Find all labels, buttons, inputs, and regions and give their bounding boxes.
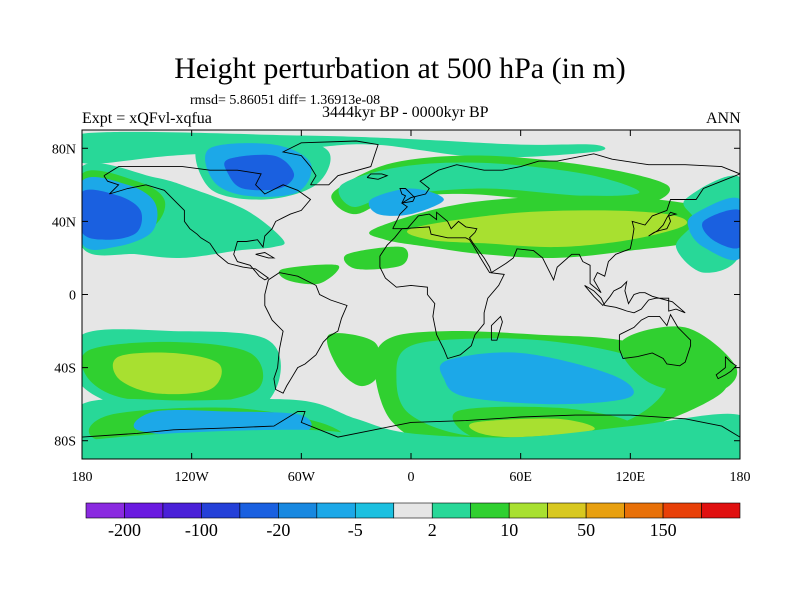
- colorbar-swatch-4: [239, 502, 279, 519]
- coastline-antarctica: [82, 411, 740, 438]
- contour-region-16: [343, 246, 409, 270]
- contour-region-7: [224, 154, 295, 191]
- lon-tick-label-6: 180: [730, 470, 751, 485]
- lon-tick-label-1: 120W: [175, 470, 210, 485]
- contour-region-4: [82, 189, 143, 240]
- contour-region-22: [619, 326, 738, 394]
- map-title: Height perturbation at 500 hPa (in m): [174, 52, 626, 85]
- colorbar-label-5: 10: [500, 520, 518, 540]
- contour-region-9: [338, 162, 640, 208]
- coastline-uk: [399, 188, 416, 204]
- colorbar-swatch-8: [393, 502, 433, 519]
- colorbar-swatch-7: [354, 502, 395, 519]
- contour-region-12: [406, 210, 688, 248]
- coastline-australia: [618, 313, 692, 367]
- colorbar-swatch-10: [470, 502, 510, 519]
- contour-region-29: [82, 429, 740, 454]
- coastline-north-america: [103, 166, 312, 281]
- lon-tick-label-4: 60E: [509, 470, 532, 485]
- colorbar-label-0: -200: [108, 520, 141, 540]
- colorbar-swatch-15: [662, 502, 702, 519]
- colorbar-label-2: -20: [266, 520, 290, 540]
- colorbar-label-7: 150: [650, 520, 677, 540]
- period-label: 3444kyr BP - 0000kyr BP: [322, 104, 489, 121]
- map-area: [82, 130, 740, 459]
- contour-region-31: [278, 264, 340, 285]
- coastlines: [82, 140, 740, 438]
- stats-text: rmsd= 5.86051 diff= 1.36913e-08: [190, 93, 381, 108]
- coastline-africa: [379, 226, 505, 360]
- colorbar-swatch-5: [278, 502, 318, 519]
- colorbar: -200 -100 -20 -5 2 10 50 150: [85, 502, 741, 540]
- coastline-new-zealand: [715, 356, 737, 380]
- colorbar-label-4: 2: [428, 520, 437, 540]
- coastline-madagascar: [490, 315, 503, 341]
- colorbar-swatch-16: [701, 502, 741, 519]
- coastline-indonesia: [584, 280, 686, 314]
- lat-tick-label-4: 80S: [54, 435, 76, 450]
- colorbar-label-6: 50: [577, 520, 595, 540]
- lat-tick-label-3: 40S: [54, 362, 76, 377]
- contour-region-19: [439, 352, 634, 405]
- coastline-greenland: [281, 140, 379, 186]
- contour-fields: [82, 131, 740, 459]
- colorbar-swatch-1: [124, 502, 164, 519]
- coastline-iceland: [366, 173, 389, 180]
- colorbar-swatch-3: [201, 502, 241, 519]
- contour-region-30: [326, 333, 381, 387]
- colorbar-label-3: -5: [348, 520, 363, 540]
- lon-tick-label-3: 0: [408, 470, 415, 485]
- lat-tick-label-0: 80N: [52, 142, 76, 157]
- experiment-label: Expt = xQFvl-xqfua: [82, 110, 212, 127]
- season-label: ANN: [706, 110, 741, 127]
- colorbar-swatch-11: [508, 502, 548, 519]
- colorbar-swatch-12: [547, 502, 587, 519]
- colorbar-swatch-9: [431, 502, 472, 519]
- lon-tick-label-0: 180: [72, 470, 93, 485]
- contour-region-25: [112, 352, 222, 395]
- colorbar-swatch-2: [162, 502, 202, 519]
- map-axes: 180 120W 60W 0 60E 120E 180 80N 40N 0 40S 80S: [52, 130, 751, 485]
- lon-tick-label-2: 60W: [288, 470, 316, 485]
- contour-region-21: [469, 418, 595, 438]
- colorbar-swatch-13: [585, 502, 625, 519]
- lat-tick-label-2: 0: [69, 289, 76, 304]
- colorbar-swatch-6: [316, 502, 356, 519]
- colorbar-swatch-14: [624, 502, 664, 519]
- contour-region-15: [702, 209, 740, 249]
- coastline-cuba: [255, 252, 276, 259]
- lon-tick-label-5: 120E: [616, 470, 646, 485]
- colorbar-swatch-0: [85, 502, 125, 519]
- coastline-japan: [648, 211, 678, 237]
- coastline-eurasia-africa: [392, 153, 740, 294]
- coastline-south-america: [264, 272, 348, 394]
- colorbar-label-1: -100: [185, 520, 218, 540]
- lat-tick-label-1: 40N: [52, 215, 76, 230]
